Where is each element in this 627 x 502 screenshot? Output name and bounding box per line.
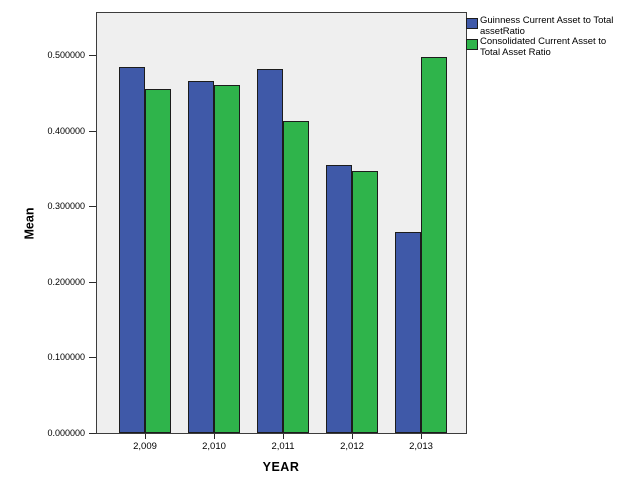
y-tick-mark [89, 282, 96, 283]
legend-label-guinness: Guinness Current Asset to Total assetRat… [480, 15, 614, 37]
bar-consolidated-2010 [214, 85, 240, 433]
legend: Guinness Current Asset to Total assetRat… [466, 15, 624, 58]
y-tick-mark [89, 131, 96, 132]
y-tick-label: 0.400000 [47, 126, 85, 136]
bar-guinness-2013 [395, 232, 421, 433]
x-tick-mark [145, 434, 146, 439]
y-tick-mark [89, 433, 96, 434]
y-tick-label: 0.100000 [47, 352, 85, 362]
x-tick-label: 2,013 [409, 441, 433, 452]
y-tick-label: 0.000000 [47, 428, 85, 438]
x-tick-mark [421, 434, 422, 439]
bar-guinness-2012 [326, 165, 352, 433]
bar-consolidated-2012 [352, 171, 378, 433]
bar-consolidated-2009 [145, 89, 171, 433]
legend-label-consolidated: Consolidated Current Asset to Total Asse… [480, 36, 607, 58]
x-tick-label: 2,012 [340, 441, 364, 452]
x-tick-label: 2,010 [202, 441, 226, 452]
plot-area [96, 12, 467, 434]
y-axis-title: Mean [22, 207, 37, 240]
x-tick-label: 2,009 [133, 441, 157, 452]
bar-guinness-2011 [257, 69, 283, 433]
x-tick-mark [283, 434, 284, 439]
y-tick-mark [89, 206, 96, 207]
bar-consolidated-2013 [421, 57, 447, 433]
legend-item-guinness: Guinness Current Asset to Total assetRat… [466, 15, 624, 37]
y-tick-mark [89, 357, 96, 358]
y-tick-mark [89, 55, 96, 56]
bar-guinness-2009 [119, 67, 145, 433]
bar-guinness-2010 [188, 81, 214, 433]
x-tick-mark [214, 434, 215, 439]
y-tick-label: 0.300000 [47, 201, 85, 211]
legend-swatch-guinness [466, 18, 478, 29]
legend-swatch-consolidated [466, 39, 478, 50]
x-tick-label: 2,011 [271, 441, 295, 452]
legend-item-consolidated: Consolidated Current Asset to Total Asse… [466, 36, 624, 58]
y-tick-label: 0.500000 [47, 50, 85, 60]
y-tick-label: 0.200000 [47, 277, 85, 287]
x-tick-mark [352, 434, 353, 439]
x-axis-title: YEAR [262, 460, 300, 474]
bar-consolidated-2011 [283, 121, 309, 433]
